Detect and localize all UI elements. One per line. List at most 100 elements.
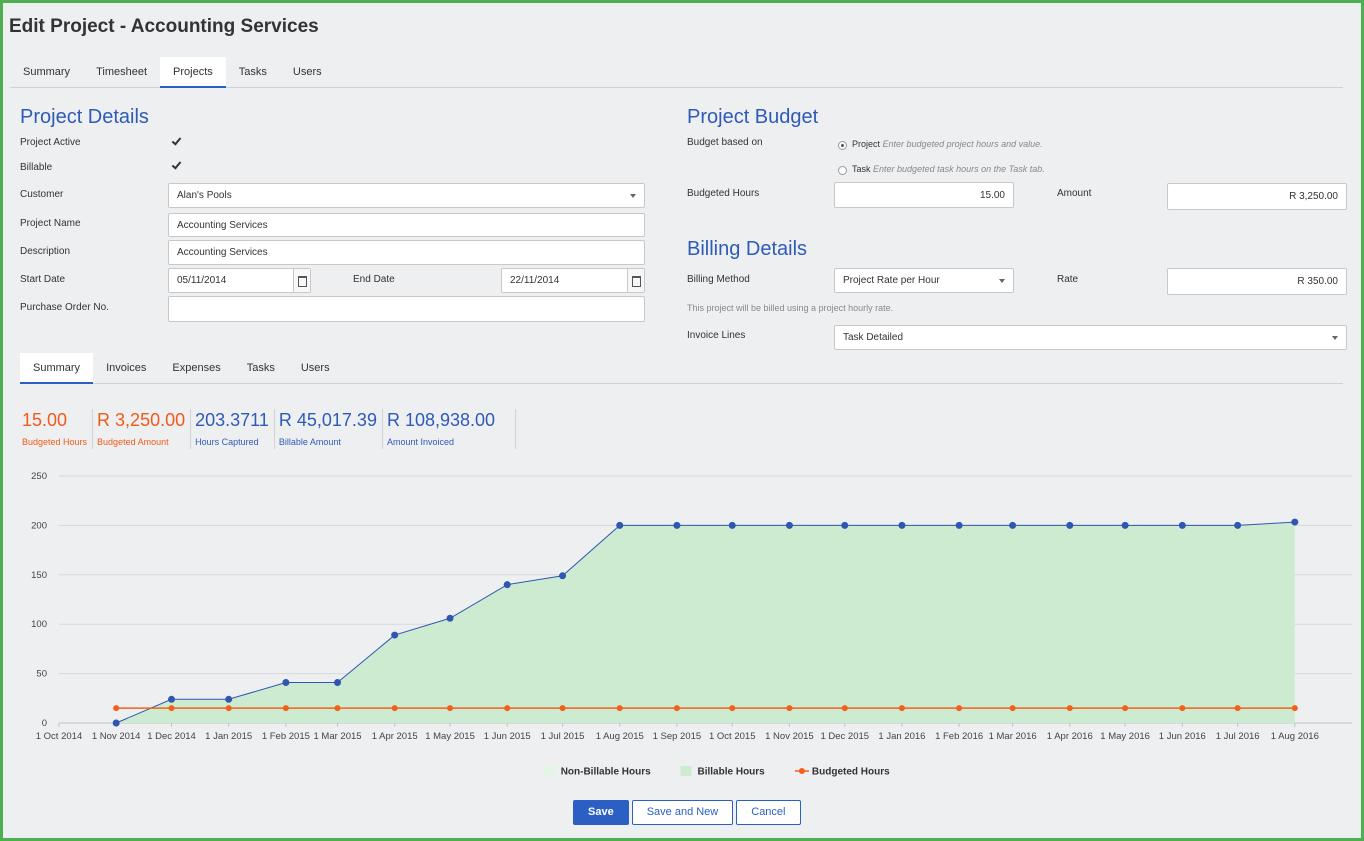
x-tick-label: 1 May 2015 — [425, 731, 475, 742]
tab[interactable]: Tasks — [238, 66, 267, 78]
checkbox[interactable] — [171, 136, 181, 146]
input-value: Accounting Services — [177, 219, 268, 231]
tab[interactable]: Timesheet — [96, 66, 148, 78]
date-input[interactable]: 05/11/2014 — [168, 268, 311, 293]
input-value: 22/11/2014 — [510, 275, 560, 286]
y-tick-label: 200 — [31, 520, 47, 531]
x-tick-label: 1 Mar 2016 — [989, 731, 1037, 742]
input-value: Accounting Services — [177, 247, 268, 258]
tab[interactable]: Users — [292, 66, 322, 78]
y-tick-label: 100 — [31, 619, 47, 630]
point — [898, 705, 905, 712]
x-tick-label: 1 Feb 2016 — [935, 731, 983, 742]
field-label: Purchase Order No. — [20, 302, 109, 313]
radio[interactable] — [838, 166, 847, 175]
field-label: Invoice Lines — [687, 330, 746, 341]
point — [1179, 705, 1186, 712]
point — [282, 678, 290, 686]
point — [559, 705, 566, 712]
point — [112, 719, 120, 727]
point — [841, 705, 848, 712]
point — [956, 705, 963, 712]
point — [504, 705, 511, 712]
field-label: Billable — [20, 162, 53, 173]
chart: 0 50 100 150 200 250 1 Oct 2014 1 Nov 2014 1 Dec… — [31, 471, 1352, 778]
tab[interactable]: Summary — [23, 66, 71, 78]
x-tick-label: 1 Dec 2014 — [147, 731, 196, 742]
x-tick-label: 1 Mar 2015 — [313, 731, 361, 742]
select[interactable]: Project Rate per Hour — [834, 268, 1014, 293]
x-tick-label: 1 Aug 2016 — [1271, 731, 1319, 742]
text-input[interactable]: Accounting Services — [168, 240, 645, 265]
point — [225, 695, 233, 703]
point — [391, 705, 398, 712]
tab[interactable]: Expenses — [172, 362, 221, 374]
point — [503, 581, 511, 589]
point — [1009, 705, 1016, 712]
x-tick-label: 1 Jun 2015 — [484, 731, 531, 742]
stats: 15.00 Budgeted Hours R 3,250.00 Budgeted Am… — [19, 409, 517, 449]
point — [1291, 518, 1299, 526]
select-value: Task Detailed — [843, 332, 904, 343]
point — [446, 614, 454, 622]
tab[interactable]: Tasks — [246, 362, 275, 374]
x-tick-label: 1 Aug 2015 — [596, 731, 644, 742]
text-input[interactable]: Accounting Services — [168, 213, 645, 237]
point — [1234, 521, 1242, 529]
line — [115, 521, 1295, 724]
stat-label: Billable Amount — [278, 437, 341, 447]
select[interactable]: Task Detailed — [834, 325, 1347, 350]
x-tick-label: 1 Nov 2014 — [92, 731, 141, 742]
field-label: Customer — [20, 189, 64, 200]
option-name: Project — [852, 139, 881, 149]
tab-bar: Summary Timesheet Projects Tasks Users — [10, 57, 1343, 88]
page-title: Edit Project - Accounting Services — [9, 16, 319, 37]
point — [391, 631, 399, 639]
date-input[interactable]: 22/11/2014 — [501, 268, 645, 293]
point — [1122, 705, 1129, 712]
field-label: Budgeted Hours — [687, 188, 760, 199]
button[interactable]: Cancel — [736, 800, 801, 825]
input-value: 05/11/2014 — [177, 275, 227, 286]
stat-label: Budgeted Hours — [22, 437, 88, 447]
x-tick-label: 1 Jan 2015 — [205, 731, 252, 742]
point — [728, 521, 736, 529]
x-tick-label: 1 Oct 2014 — [36, 731, 82, 742]
select[interactable]: Alan's Pools — [168, 183, 645, 208]
point — [334, 678, 342, 686]
select-value: Alan's Pools — [177, 190, 232, 201]
stat-label: Hours Captured — [195, 437, 259, 447]
checkbox[interactable] — [171, 160, 181, 170]
select-value: Project Rate per Hour — [843, 275, 940, 286]
stat-value: R 45,017.39 — [278, 410, 377, 430]
x-tick-label: 1 Sep 2015 — [653, 731, 702, 742]
tab[interactable]: Invoices — [106, 362, 147, 374]
stat-label: Budgeted Amount — [97, 437, 169, 447]
stat-value: 203.3711 — [195, 410, 269, 430]
point — [1291, 705, 1298, 712]
button[interactable]: Save — [573, 800, 629, 825]
sub-tab-bar: Summary Invoices Expenses Tasks Users — [20, 353, 1343, 384]
stat-label: Amount Invoiced — [386, 437, 454, 447]
point — [1009, 521, 1017, 529]
y-tick-label: 150 — [31, 570, 47, 581]
number-input[interactable]: R 350.00 — [1167, 268, 1347, 295]
stat-value: R 3,250.00 — [97, 410, 186, 430]
button[interactable]: Save and New — [631, 800, 734, 825]
tab[interactable]: Users — [300, 362, 330, 374]
point — [282, 705, 289, 712]
point — [447, 705, 454, 712]
number-input[interactable]: 15.00 — [834, 182, 1014, 208]
x-tick-label: 1 Jul 2016 — [1216, 731, 1260, 742]
text-input[interactable] — [168, 296, 645, 322]
point — [673, 705, 680, 712]
x-tick-label: 1 Feb 2015 — [262, 731, 310, 742]
legend-label: Non-Billable Hours — [561, 767, 651, 778]
radio[interactable] — [838, 141, 847, 150]
number-input[interactable]: R 3,250.00 — [1167, 183, 1347, 210]
point — [113, 705, 120, 712]
tab[interactable]: Summary — [20, 353, 94, 384]
tab[interactable]: Projects — [160, 57, 226, 88]
x-tick-label: 1 Jun 2016 — [1159, 731, 1206, 742]
point — [1234, 705, 1241, 712]
